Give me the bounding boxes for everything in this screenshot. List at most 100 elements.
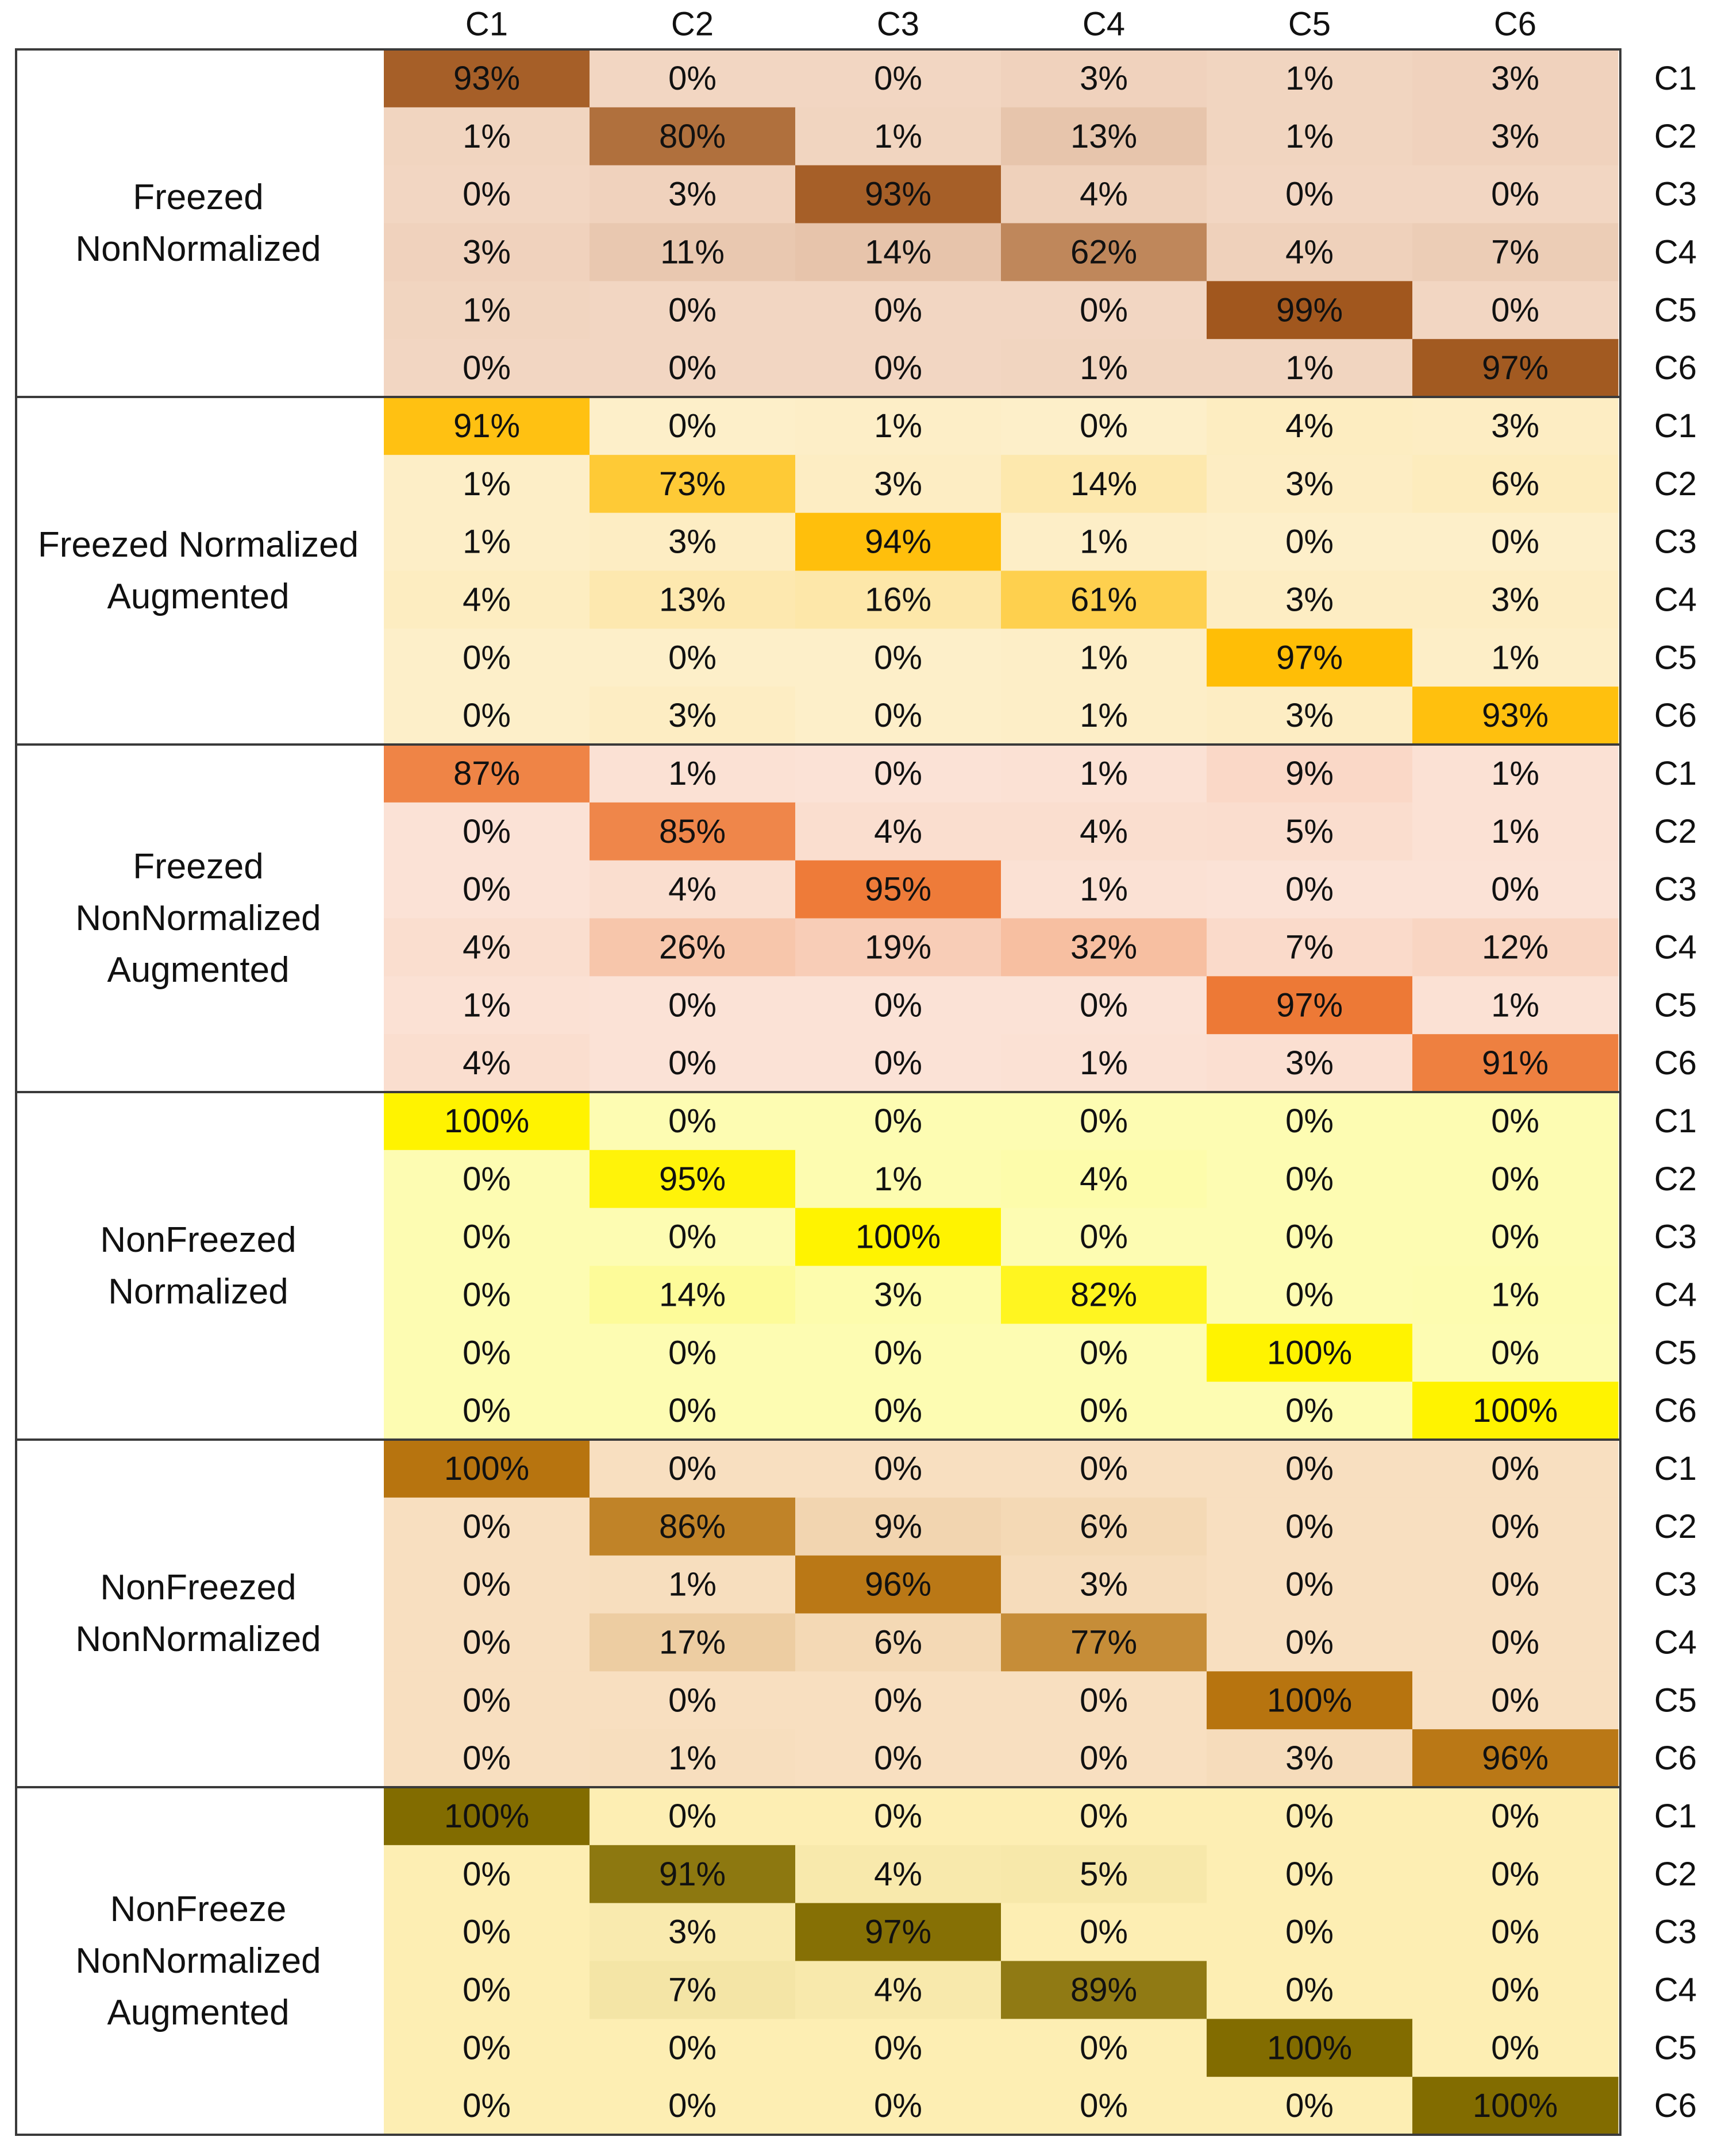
heatmap-cell [590,1208,796,1267]
cell-value-label: 99% [1276,291,1343,329]
cell-value-label: 1% [463,986,511,1024]
heatmap-cell [384,1150,590,1209]
cell-value-label: 14% [865,233,931,271]
row-label-c6: C6 [1654,349,1697,387]
row-label-c1: C1 [1654,755,1697,792]
heatmap-cell [1207,1961,1413,2019]
heatmap-cell [590,1150,796,1209]
cell-value-label: 0% [1285,1914,1334,1951]
cell-value-label: 0% [1080,1102,1128,1140]
heatmap-cell [590,49,796,108]
row-label-c5: C5 [1654,639,1697,676]
heatmap-cell [1207,454,1413,514]
cell-value-label: 5% [1080,1856,1128,1893]
heatmap-cell [795,1787,1002,1846]
heatmap-cell [795,1208,1002,1267]
heatmap-cell [795,1845,1002,1904]
cell-value-label: 0% [1285,1218,1334,1256]
group-nonfreeze-nonnormalized-augmented: 100% 0% 0% 0% 0% 0% C1 0% 91% 4% 5% 0% 0% C2 0% 3% 97% 0%… [75,1787,1697,2135]
cell-value-label: 4% [463,1044,511,1082]
cell-value-label: 0% [1491,871,1539,908]
heatmap-cell [590,1787,796,1846]
heatmap-cell [590,223,796,281]
heatmap-cell [1207,628,1413,687]
heatmap-cell [1001,628,1207,687]
heatmap-cell [590,1382,796,1440]
heatmap-cell [795,628,1002,687]
cell-value-label: 14% [659,1276,726,1313]
heatmap-cell [384,165,590,224]
cell-value-label: 100% [1473,1392,1558,1429]
cell-value-label: 0% [1491,2029,1539,2066]
cell-value-label: 0% [874,1334,922,1371]
cell-value-label: 0% [874,1102,922,1140]
heatmap-cell [1207,49,1413,108]
cell-value-label: 32% [1070,928,1137,966]
heatmap-cell [1001,1382,1207,1440]
cell-value-label: 4% [1285,407,1334,445]
cell-value-label: 91% [1482,1044,1549,1082]
cell-value-label: 13% [659,581,726,618]
cell-value-label: 3% [668,176,717,213]
heatmap-cell [795,512,1002,572]
heatmap-cell [1412,339,1619,398]
cell-value-label: 0% [1491,1798,1539,1835]
column-label-c5: C5 [1288,6,1331,43]
cell-value-label: 1% [874,407,922,445]
cell-value-label: 1% [1491,986,1539,1024]
heatmap-cell [1412,1034,1619,1093]
row-label-c1: C1 [1654,1450,1697,1487]
cell-value-label: 100% [444,1102,529,1140]
heatmap-cell [384,1092,590,1151]
heatmap-cell [1207,397,1413,456]
row-label-c2: C2 [1654,465,1697,503]
cell-value-label: 0% [874,1450,922,1487]
heatmap-cell [1001,976,1207,1035]
row-label-c4: C4 [1654,928,1697,966]
cell-value-label: 1% [1080,697,1128,734]
heatmap-cell [795,454,1002,514]
group-label-line: Augmented [107,950,289,990]
cell-value-label: 0% [1491,1971,1539,2008]
heatmap-cell [590,1845,796,1904]
cell-value-label: 91% [659,1856,726,1893]
cell-value-label: 19% [865,928,931,966]
heatmap-cell [1207,1208,1413,1267]
cell-value-label: 95% [865,871,931,908]
cell-value-label: 0% [874,1044,922,1082]
group-label-line: NonFreezed [100,1568,296,1607]
heatmap-cell [795,1961,1002,2019]
row-label-c1: C1 [1654,407,1697,445]
cell-value-label: 0% [463,2029,511,2066]
cell-value-label: 0% [874,697,922,734]
cell-value-label: 11% [660,233,725,271]
heatmap-cell [1207,512,1413,572]
row-label-c3: C3 [1654,176,1697,213]
row-label-c4: C4 [1654,581,1697,618]
cell-value-label: 3% [1285,581,1334,618]
cell-value-label: 26% [659,928,726,966]
heatmap-cell [1001,860,1207,919]
cell-value-label: 0% [1491,1102,1539,1140]
cell-value-label: 0% [668,2029,717,2066]
cell-value-label: 0% [463,1914,511,1951]
group-label-line: NonFreeze [110,1889,287,1929]
cell-value-label: 0% [463,1971,511,2008]
heatmap-cell [1207,1845,1413,1904]
cell-value-label: 100% [1267,1334,1352,1371]
column-label-c3: C3 [877,6,919,43]
heatmap-cell [1412,1555,1619,1614]
cell-value-label: 1% [668,755,717,792]
row-label-c5: C5 [1654,986,1697,1024]
heatmap-cell [1412,860,1619,919]
heatmap-cell [1412,802,1619,861]
cell-value-label: 0% [1491,176,1539,213]
row-label-c3: C3 [1654,1218,1697,1256]
cell-value-label: 0% [1285,1798,1334,1835]
heatmap-cell [1207,1266,1413,1324]
cell-value-label: 4% [874,1971,922,2008]
cell-value-label: 3% [1491,118,1539,155]
heatmap-cell [1207,1729,1413,1788]
cell-value-label: 1% [1491,813,1539,850]
cell-value-label: 87% [453,755,520,792]
